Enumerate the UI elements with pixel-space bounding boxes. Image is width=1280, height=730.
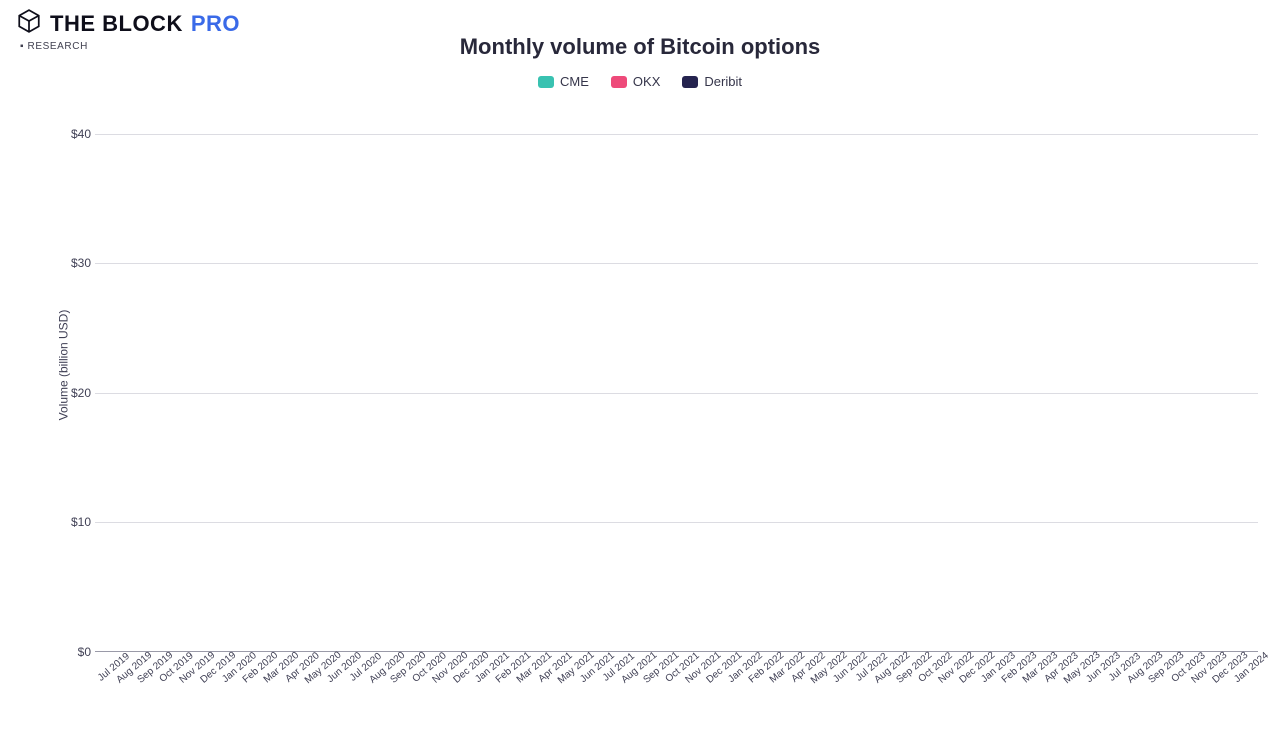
brand-accent: PRO xyxy=(191,11,240,37)
legend-item-deribit: Deribit xyxy=(682,74,742,89)
chart-plot-area: Jul 2019Aug 2019Sep 2019Oct 2019Nov 2019… xyxy=(95,108,1258,652)
grid-line xyxy=(95,263,1258,264)
legend-swatch-icon xyxy=(682,76,698,88)
legend-label: OKX xyxy=(633,74,660,89)
legend-swatch-icon xyxy=(611,76,627,88)
legend-item-okx: OKX xyxy=(611,74,660,89)
grid-line xyxy=(95,393,1258,394)
legend-label: CME xyxy=(560,74,589,89)
legend-swatch-icon xyxy=(538,76,554,88)
y-axis-title: Volume (billion USD) xyxy=(56,310,70,421)
y-tick-label: $10 xyxy=(53,515,91,529)
legend-label: Deribit xyxy=(704,74,742,89)
chart-legend: CME OKX Deribit xyxy=(0,74,1280,89)
bars-container: Jul 2019Aug 2019Sep 2019Oct 2019Nov 2019… xyxy=(95,108,1258,652)
brand-title: THE BLOCK xyxy=(50,11,183,37)
chart-title: Monthly volume of Bitcoin options xyxy=(0,34,1280,60)
y-tick-label: $30 xyxy=(53,256,91,270)
y-tick-label: $40 xyxy=(53,127,91,141)
legend-item-cme: CME xyxy=(538,74,589,89)
grid-line xyxy=(95,134,1258,135)
grid-line xyxy=(95,522,1258,523)
y-tick-label: $20 xyxy=(53,386,91,400)
y-tick-label: $0 xyxy=(53,645,91,659)
